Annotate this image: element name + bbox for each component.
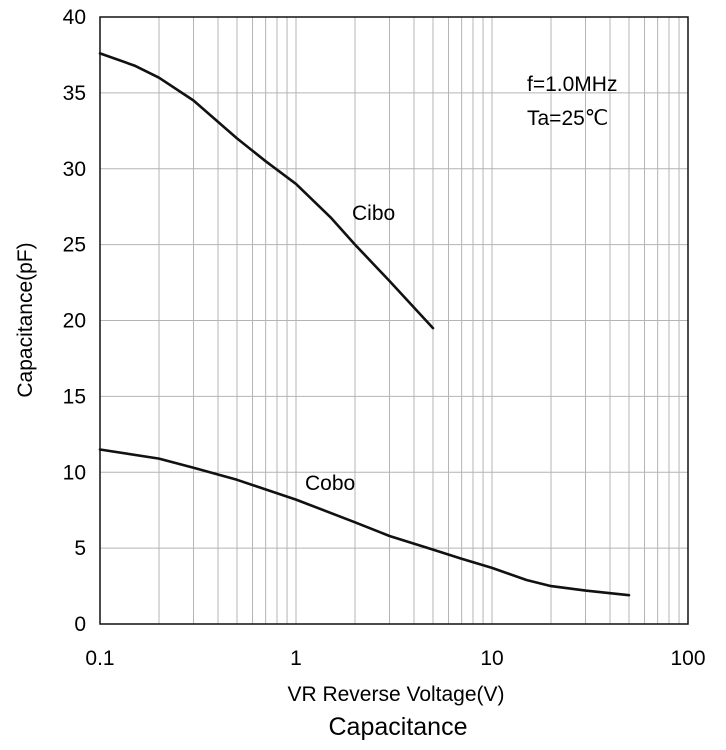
y-axis-label: Capacitance(pF) <box>14 242 37 397</box>
chart-title: Capacitance <box>329 713 468 741</box>
annotation-temperature: Ta=25℃ <box>527 107 608 130</box>
x-tick-label: 10 <box>480 647 503 670</box>
curves <box>98 52 631 597</box>
x-axis-label: VR Reverse Voltage(V) <box>287 683 504 706</box>
series-line-cibo <box>98 52 435 330</box>
y-tick-label: 5 <box>74 537 86 560</box>
y-tick-label: 25 <box>63 234 86 257</box>
plot-frame <box>99 16 689 625</box>
y-tick-label: 20 <box>63 310 86 333</box>
y-tick-label: 10 <box>63 461 86 484</box>
x-tick-label: 0.1 <box>85 647 114 670</box>
series-label-cobo: Cobo <box>305 472 355 495</box>
grid <box>100 16 688 625</box>
y-tick-label: 30 <box>63 158 86 181</box>
y-tick-label: 35 <box>63 82 86 105</box>
x-tick-label: 100 <box>670 647 705 670</box>
annotation-frequency: f=1.0MHz <box>527 73 617 96</box>
x-tick-label: 1 <box>290 647 302 670</box>
series-line-cobo <box>98 448 631 597</box>
y-tick-label: 15 <box>63 385 86 408</box>
y-tick-label: 40 <box>63 6 86 29</box>
series-label-cibo: Cibo <box>352 202 395 225</box>
tick-labels: 0.1 1 10 100 0 5 10 15 20 25 30 35 40 <box>63 6 706 670</box>
y-tick-label: 0 <box>74 613 86 636</box>
